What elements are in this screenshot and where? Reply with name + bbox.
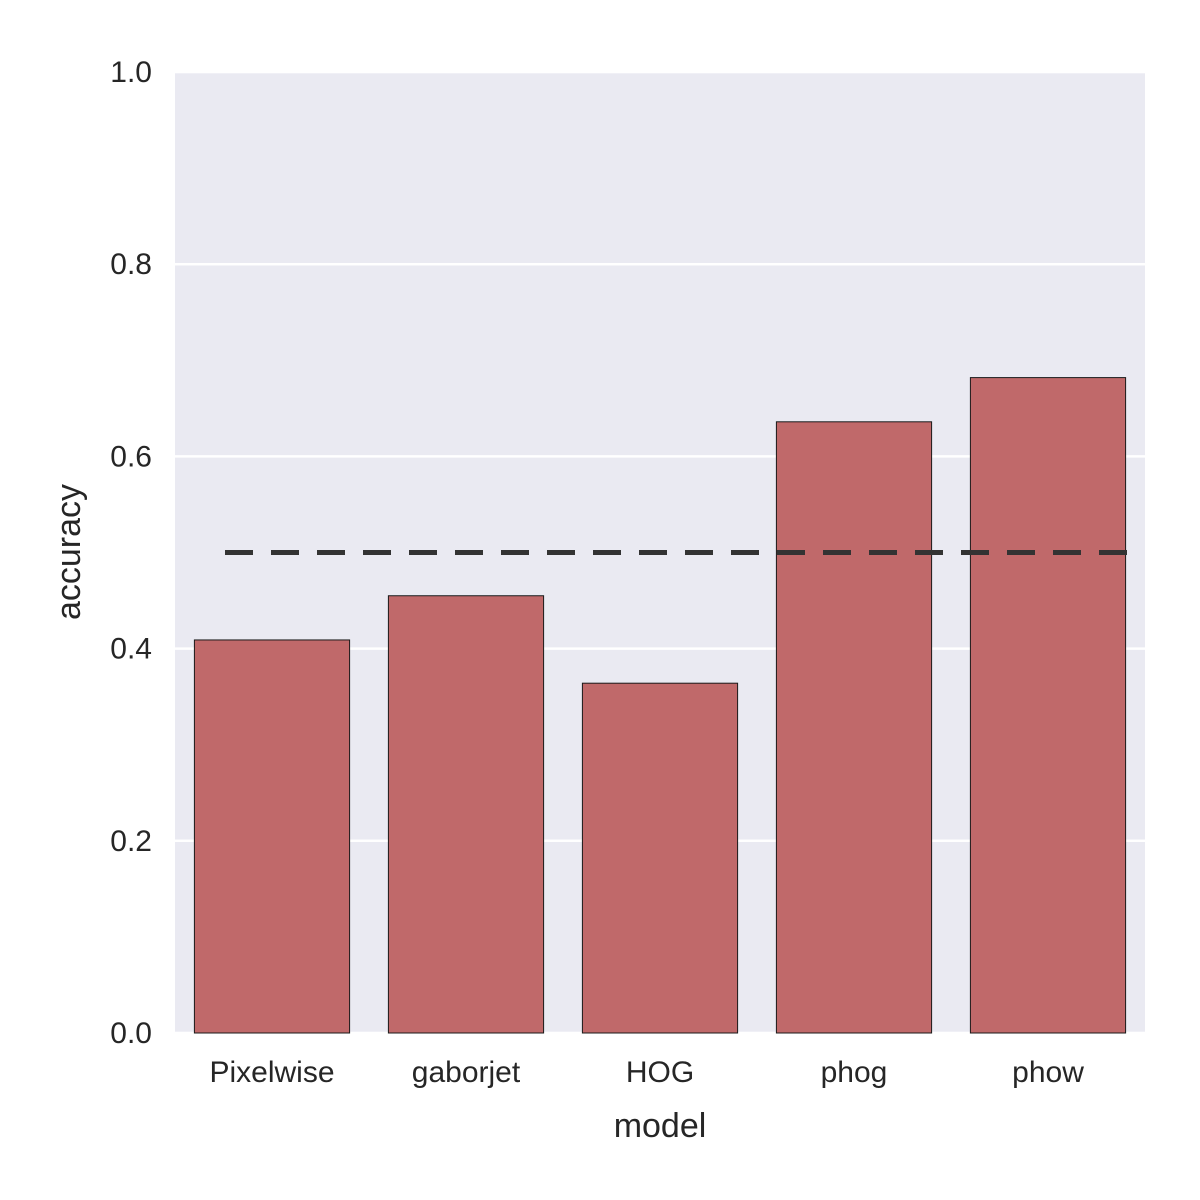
y-axis-label: accuracy — [50, 484, 88, 620]
y-tick-label: 1.0 — [110, 56, 152, 89]
bar-gaborjet — [387, 595, 545, 1034]
bar-phow — [969, 377, 1127, 1034]
x-tick-label: HOG — [626, 1056, 694, 1089]
bar-pixelwise — [193, 639, 351, 1034]
y-tick-label: 0.6 — [110, 440, 152, 473]
bar-hog — [581, 682, 739, 1034]
x-axis-label: model — [614, 1107, 707, 1145]
x-tick-label: phow — [1012, 1056, 1084, 1089]
x-tick-label: gaborjet — [412, 1056, 521, 1089]
x-tick-label: phog — [821, 1056, 888, 1089]
y-tick-label: 0.0 — [110, 1017, 152, 1050]
x-tick-labels: Pixelwise gaborjet HOG phog phow — [209, 1056, 1084, 1089]
y-tick-label: 0.2 — [110, 825, 152, 858]
y-tick-label: 0.8 — [110, 248, 152, 281]
y-tick-label: 0.4 — [110, 633, 152, 666]
bars — [193, 377, 1127, 1034]
bar-phog — [775, 421, 933, 1034]
y-tick-labels: 0.0 0.2 0.4 0.6 0.8 1.0 — [110, 56, 152, 1050]
x-tick-label: Pixelwise — [209, 1056, 334, 1089]
